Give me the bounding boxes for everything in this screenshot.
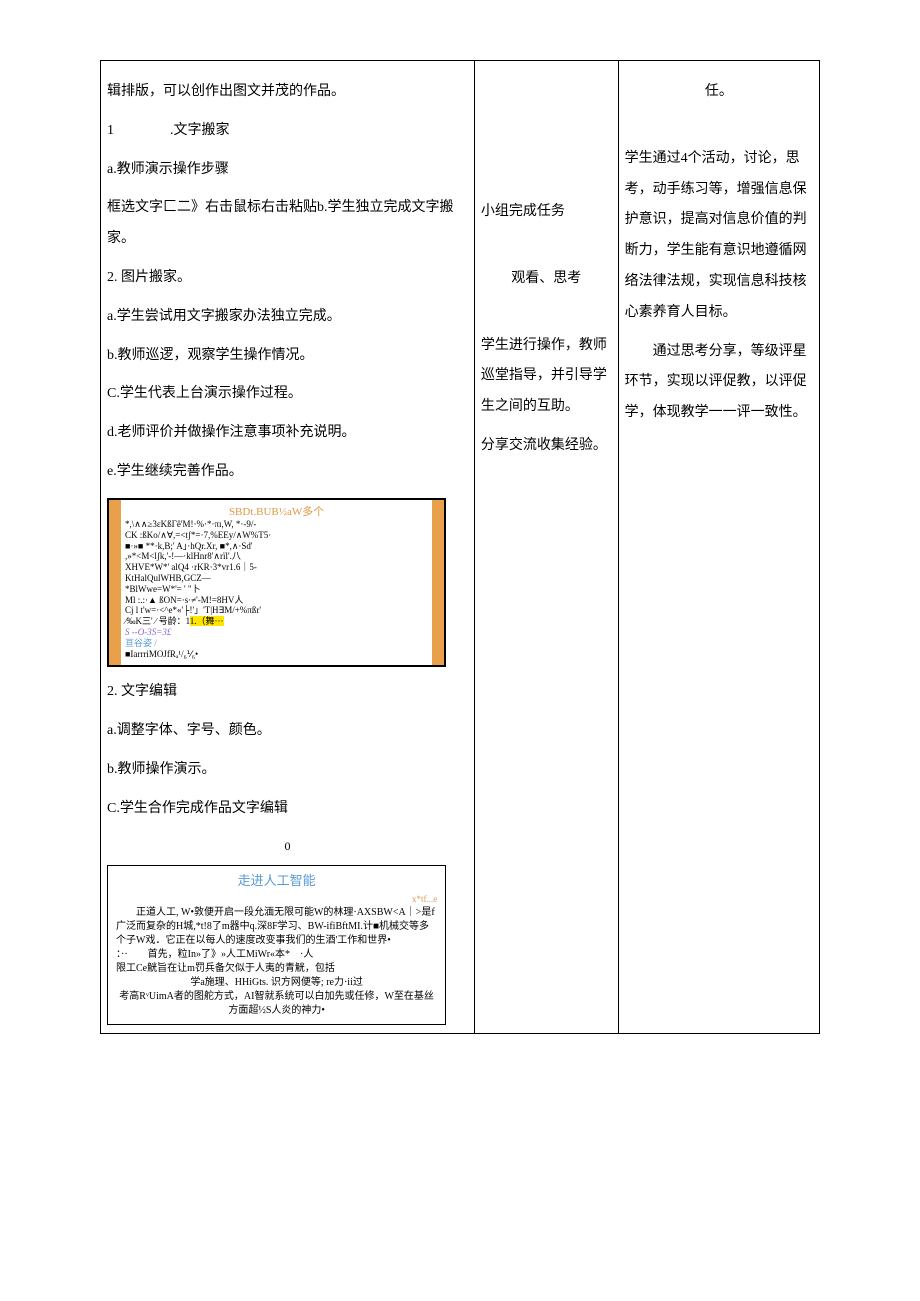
activity: 分享交流收集经验。 [481,431,612,462]
step: e.学生继续完善作品。 [107,457,468,488]
figure-2-title: 走进人工智能 [116,872,437,891]
fig2-paragraph: ：·· 首先，粒In»了》»人工MiWr«本* ·人 [116,948,437,962]
garbled-text: *BlWwe=W*'= ' "卜 [125,584,428,595]
garbled-text: Cj l t'w=·<^e*«'├!'」'T|H∃M/+%πßr' [125,605,428,616]
figure-2: 走进人工智能 x*tf...e 正道人工, W•敦便开启一段允湎无限可能W的林理… [107,865,446,1025]
fig2-paragraph: 学a施理、HHiGts. 识方网便等; re力·ii过 [116,976,437,990]
fig2-paragraph: 正道人工, W•敦便开启一段允湎无限可能W的林理·AXSBW<A｜>是f广泛而复… [116,906,437,948]
fig2-line: 学a施理、HHiGts. 识方网便等; re力·ii过 [190,977,363,988]
figure-1: SBDt.BUB½aW多个 *,\∧∧≥3εKßΓê'M!·%·*·πɪ,W, … [107,498,446,668]
garbled-line-highlight: ∕‰K三' ∕ 号龄：11.（舞··· [125,616,428,627]
figure-2-subtitle: x*tf...e [116,893,437,906]
heading-text-edit: 2. 文字编辑 [107,677,468,708]
step: a.学生尝试用文字搬家办法独立完成。 [107,302,468,333]
step: d.老师评价并做操作注意事项补充说明。 [107,418,468,449]
figure-1-content: SBDt.BUB½aW多个 *,\∧∧≥3εKßΓê'M!·%·*·πɪ,W, … [109,500,444,666]
garbled-text: ■·»■ **·k,B;' A」·hQr.Xr, ■*,∧·Sd' [125,541,428,552]
col-design-intent: 任。 学生通过4个活动，讨论，思考，动手练习等，增强信息保护意识，提高对信息价值… [618,61,819,1034]
paragraph: 辑排版，可以创作出图文并茂的作品。 [107,77,468,108]
garbled-text: Ml :.:·▲ ßON=·s·≠'-M!=8HV人 [125,595,428,606]
garbled-text: CK :ßKo/∧∀,=<tʃ*=·7,%EEy/∧W%T5· [125,530,428,541]
figure-1-title: SBDt.BUB½aW多个 [125,506,428,519]
step: 框选文字匚二》右击鼠标右击粘贴b.学生独立完成文字搬家。 [107,193,468,255]
garbled-text: XHVE*W*' alQ4 ·rKR·3*vr1.6｜5- [125,562,428,573]
fig2-paragraph: 考高RᵛUimA者的图舵方式，AI智就系统可以白加先或任修，W至在基丝方面超½S… [116,990,437,1018]
step: b.教师巡逻，观察学生操作情况。 [107,341,468,372]
garbled-text: ,»*<M<lʃk,'-!—·klHnr8'∧rïl'.八 [125,551,428,562]
step: a.教师演示操作步骤 [107,155,468,186]
step: a.调整字体、字号、颜色。 [107,716,468,747]
intent-tail: 任。 [625,77,813,108]
figure-2-body: 正道人工, W•敦便开启一段允湎无限可能W的林理·AXSBW<A｜>是f广泛而复… [116,906,437,1018]
garbled-text: ■IarrriMOJfRₐ¹/₆⅟₆• [125,649,428,660]
zero-marker: 0 [107,833,468,859]
activity: 学生进行操作，教师巡堂指导，并引导学生之间的互助。 [481,331,612,423]
activity: 观看、思考 [481,264,612,295]
col-student-activity: 小组完成任务 观看、思考 学生进行操作，教师巡堂指导，并引导学生之间的互助。 分… [474,61,618,1034]
heading-image-move: 2. 图片搬家。 [107,263,468,294]
fig2-paragraph: 限工Ce觥旨在让m罚兵备欠似于人夷的青觥，包括 [116,962,437,976]
blue-text: 亘谷姿 / [125,638,428,649]
intent-paragraph: 通过思考分享，等级评星环节，实现以评促教，以评促学，体现教学一一评一致性。 [625,337,813,429]
garbled-text: KtHalQulWHB,GCZ— [125,573,428,584]
intent-paragraph: 学生通过4个活动，讨论，思考，动手练习等，增强信息保护意识，提高对信息价值的判断… [625,144,813,329]
activity: 小组完成任务 [481,197,612,228]
step: b.教师操作演示。 [107,755,468,786]
lesson-plan-table: 辑排版，可以创作出图文并茂的作品。 1 .文字搬家 a.教师演示操作步骤 框选文… [100,60,820,1034]
col-teaching-process: 辑排版，可以创作出图文并茂的作品。 1 .文字搬家 a.教师演示操作步骤 框选文… [101,61,475,1034]
step: C.学生合作完成作品文字编辑 [107,794,468,825]
garbled-text: *,\∧∧≥3εKßΓê'M!·%·*·πɪ,W, *·-9/- [125,519,428,530]
highlighted-text: 1.（舞··· [190,616,224,626]
purple-italic-text: S --O-3S=3£ [125,627,428,638]
heading-text-move: 1 .文字搬家 [107,116,468,147]
garbled-text: ∕‰K三' ∕ 号龄：1 [125,616,190,626]
step: C.学生代表上台演示操作过程。 [107,379,468,410]
